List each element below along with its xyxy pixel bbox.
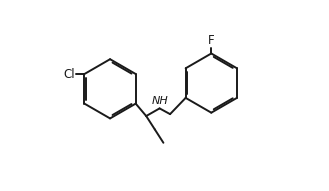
Text: F: F xyxy=(208,34,215,47)
Text: Cl: Cl xyxy=(63,67,75,81)
Text: NH: NH xyxy=(152,96,169,105)
